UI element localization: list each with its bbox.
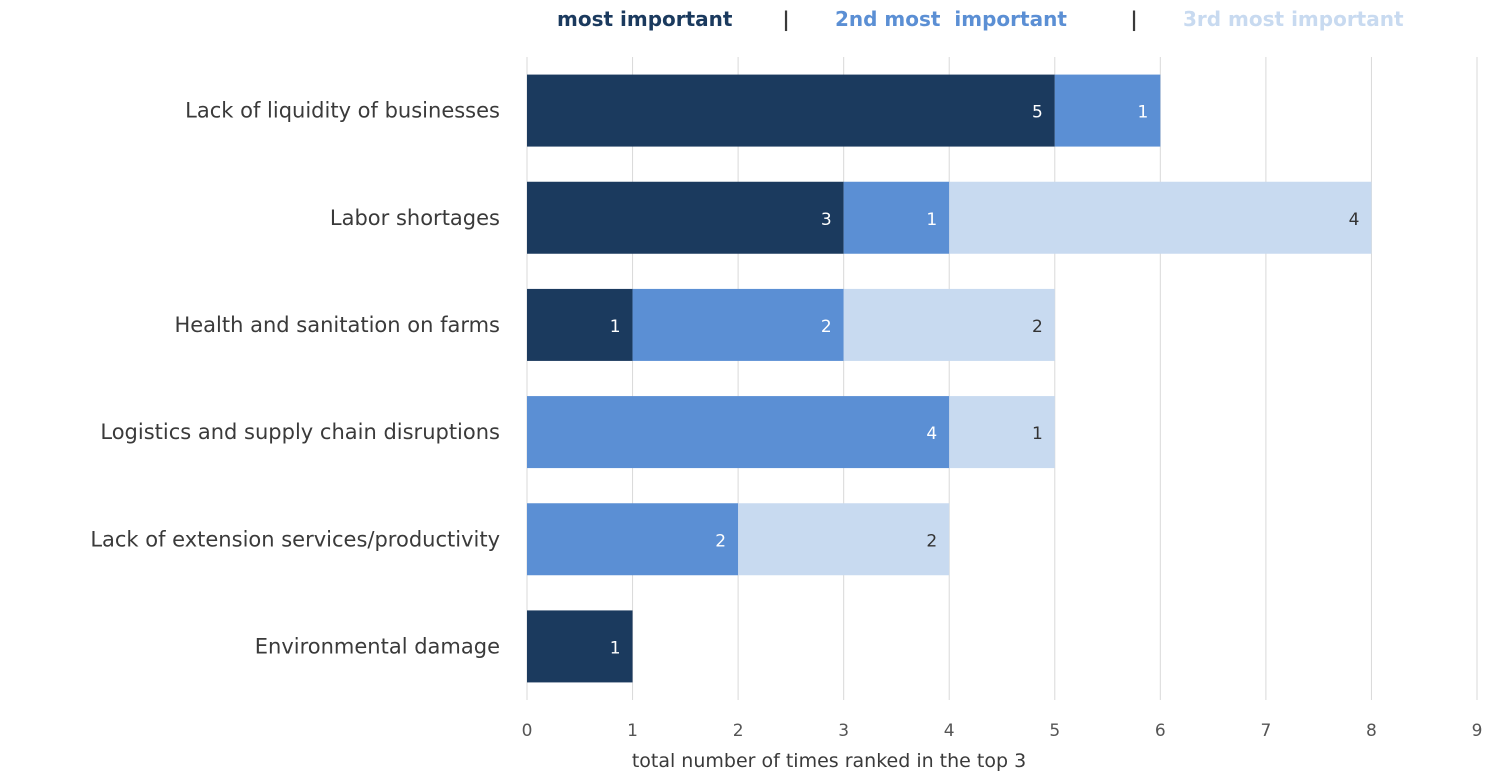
x-tick-label: 6 <box>1155 721 1166 741</box>
data-label: 1 <box>1138 103 1149 123</box>
data-label: 2 <box>926 531 937 551</box>
x-tick-label: 7 <box>1260 721 1271 741</box>
x-tick-label: 9 <box>1472 721 1483 741</box>
data-label: 2 <box>715 531 726 551</box>
x-tick-label: 3 <box>838 721 849 741</box>
bar-segment <box>949 396 1055 469</box>
data-label: 1 <box>610 317 621 337</box>
legend-separator: | <box>1130 7 1137 31</box>
bar-segment <box>527 503 739 576</box>
data-label: 1 <box>926 210 937 230</box>
category-label: Lack of liquidity of businesses <box>185 99 500 123</box>
x-tick-label: 0 <box>522 721 533 741</box>
category-label: Logistics and supply chain disruptions <box>100 420 500 444</box>
data-label: 2 <box>1032 317 1043 337</box>
data-label: 5 <box>1032 103 1043 123</box>
category-labels: Lack of liquidity of businesses Labor sho… <box>90 99 500 659</box>
x-axis-title: total number of times ranked in the top … <box>632 750 1026 772</box>
bar-segment <box>738 503 950 576</box>
data-label: 1 <box>610 638 621 658</box>
bar-segment <box>843 288 1055 361</box>
bars: 5 1 3 1 4 1 2 2 4 1 2 2 1 <box>527 74 1372 683</box>
bar-segment <box>527 288 633 361</box>
bar-segment <box>527 181 844 254</box>
data-label: 4 <box>926 424 937 444</box>
bar-segment <box>632 288 844 361</box>
data-label: 3 <box>821 210 832 230</box>
x-tick-label: 1 <box>627 721 638 741</box>
category-label: Health and sanitation on farms <box>174 313 500 337</box>
legend-entry: 3rd most important <box>1183 7 1404 31</box>
category-label: Lack of extension services/productivity <box>90 527 500 551</box>
bar-segment <box>949 181 1372 254</box>
x-tick-label: 4 <box>944 721 955 741</box>
x-axis-ticks: 0 1 2 3 4 5 6 7 8 9 <box>522 721 1483 741</box>
x-tick-label: 2 <box>733 721 744 741</box>
legend-entry: most important <box>557 7 733 31</box>
bar-segment <box>527 74 1055 147</box>
x-tick-label: 8 <box>1366 721 1377 741</box>
data-label: 1 <box>1032 424 1043 444</box>
x-tick-label: 5 <box>1049 721 1060 741</box>
category-label: Environmental damage <box>255 634 500 658</box>
legend-entry: 2nd most important <box>835 7 1067 31</box>
category-label: Labor shortages <box>330 206 500 230</box>
bar-segment <box>843 181 950 254</box>
legend: most important 2nd most important 3rd most… <box>557 7 1404 31</box>
gridlines <box>526 57 1478 700</box>
bar-segment <box>1054 74 1161 147</box>
data-label: 2 <box>821 317 832 337</box>
bar-segment <box>527 396 950 469</box>
bar-segment <box>527 610 633 683</box>
data-label: 4 <box>1349 210 1360 230</box>
legend-separator: | <box>782 7 789 31</box>
